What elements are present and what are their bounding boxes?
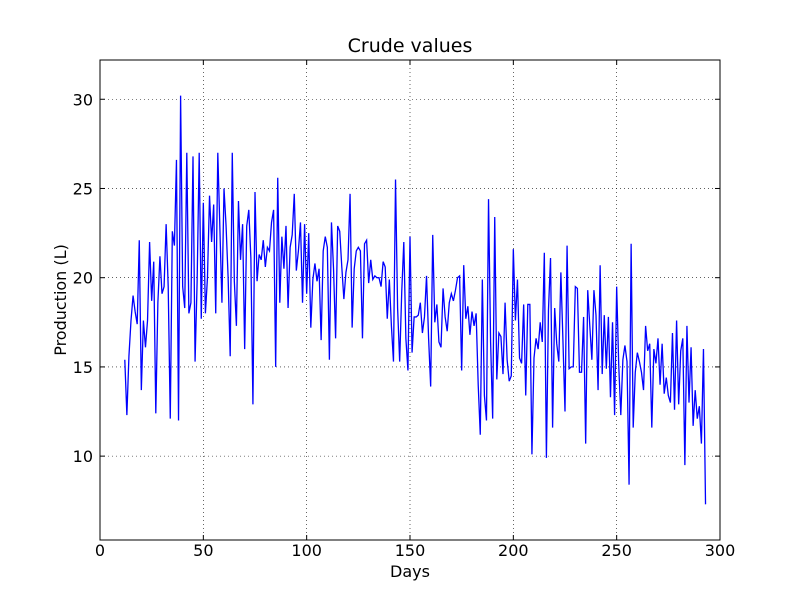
x-tick-label: 250	[601, 541, 632, 560]
x-tick-label: 200	[498, 541, 529, 560]
x-tick-label: 50	[193, 541, 213, 560]
chart-title: Crude values	[348, 35, 473, 57]
y-axis-label: Production (L)	[51, 244, 70, 356]
x-tick-label: 0	[95, 541, 105, 560]
y-tick-label: 15	[73, 358, 93, 377]
y-tick-label: 10	[73, 447, 93, 466]
x-tick-label: 150	[395, 541, 426, 560]
series-line	[124, 95, 707, 505]
grid-lines	[100, 60, 720, 540]
y-tick-label: 30	[73, 90, 93, 109]
x-axis-label: Days	[390, 562, 430, 581]
x-tick-label: 100	[291, 541, 322, 560]
series-group	[124, 95, 707, 505]
tick-labels-group: 0 50 100 150 200 250 300 10 15 20 25 30	[73, 90, 736, 560]
y-tick-label: 25	[73, 179, 93, 198]
y-tick-label: 20	[73, 269, 93, 288]
x-tick-label: 300	[705, 541, 736, 560]
ticks-group	[99, 60, 721, 540]
